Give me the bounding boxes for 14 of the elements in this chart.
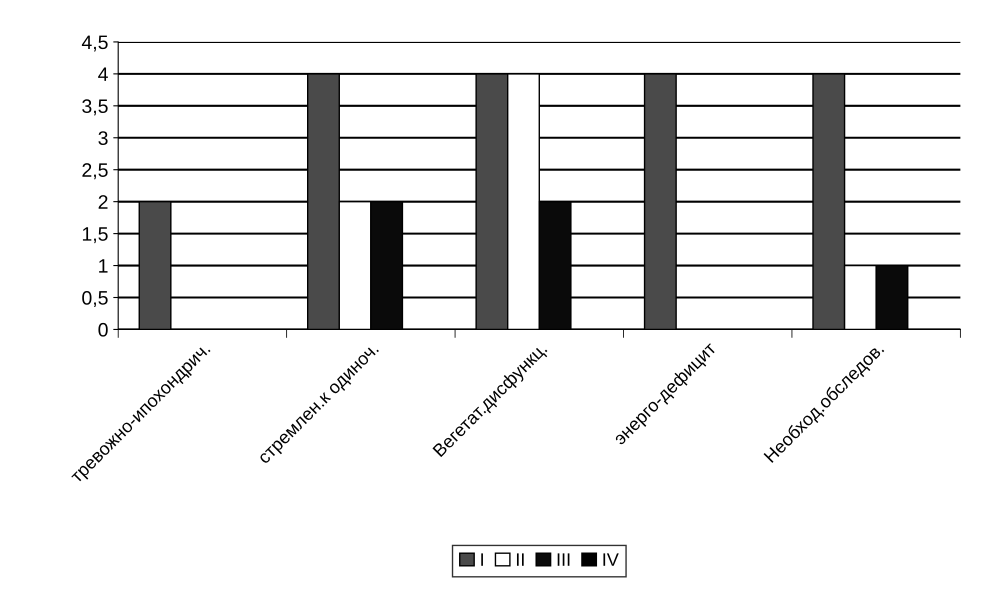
y-tick-label: 0,5: [82, 290, 108, 308]
legend-label: I: [481, 553, 483, 566]
legend-label: IV: [603, 553, 619, 566]
y-tick-label: 1,5: [82, 227, 108, 244]
y-tick-label: 4: [98, 68, 108, 81]
y-tick-label: 2: [98, 195, 108, 209]
y-tick-label: 4,5: [82, 36, 108, 52]
y-tick-label: 2,5: [82, 163, 108, 180]
y-tick-label: 0: [98, 322, 108, 337]
y-tick-label: 1: [99, 259, 108, 273]
legend-label: II: [516, 553, 524, 566]
legend-label: III: [558, 553, 570, 566]
y-tick-label: 3: [98, 131, 108, 146]
y-tick-label: 3,5: [82, 99, 108, 116]
